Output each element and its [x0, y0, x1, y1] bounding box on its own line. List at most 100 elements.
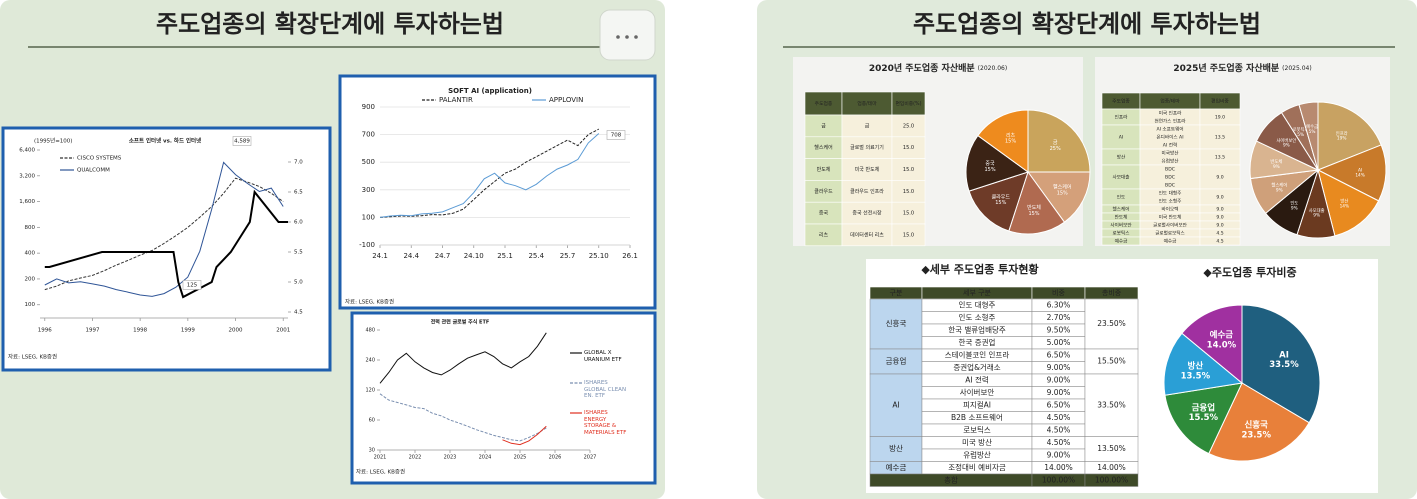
table-text: 인도 소형주: [959, 312, 996, 322]
legend-box: GLOBAL X URANIUM ETF: [584, 350, 622, 363]
allocation-title: 2020년 주도업종 자산배분 (2020.06): [869, 62, 1007, 74]
chart-note: (1995년=100): [34, 137, 72, 145]
table-text: B2B 소프트웨어: [951, 412, 1003, 422]
allocation-title-main: 2020년 주도업종 자산배분: [869, 62, 975, 74]
x-tick-label: 2021: [374, 455, 387, 461]
pie-label-value: 19%: [1337, 135, 1347, 141]
table-text: 글로벌 의료기기: [850, 144, 884, 151]
table-text: 유럽방산: [963, 449, 991, 459]
table-header: 편입비중: [1211, 98, 1229, 105]
table-text: 4.50%: [1047, 413, 1071, 422]
pie-label: 로봇틱스 5%: [1293, 126, 1309, 138]
legend-label: GLOBAL X URANIUM ETF: [584, 350, 622, 363]
pie-label: 신흥국 23.5%: [1241, 419, 1271, 440]
y2-tick-label: 6.5: [294, 190, 303, 196]
pie-label-name: 인프라: [1336, 129, 1348, 136]
pie-slice: [1164, 382, 1243, 455]
annotation-box: [182, 280, 202, 290]
allocation-title-date: (2020.06): [978, 65, 1008, 72]
table-text: 헬스케어: [814, 144, 832, 151]
x-tick-label: 26.1: [622, 252, 638, 260]
group-name: 예수금: [886, 462, 907, 472]
table-text: 4.50%: [1047, 438, 1071, 447]
x-tick-label: 2025: [514, 455, 527, 461]
allocation-title-main: 2025년 주도업종 자산배분: [1173, 62, 1279, 74]
table-text: 사이버보안: [1110, 222, 1132, 229]
pie-label-value: 15.5%: [1189, 413, 1219, 423]
table-cell: [891, 223, 926, 247]
pie-label: AI 14%: [1355, 167, 1365, 178]
pie-slice: [977, 109, 1029, 173]
table-text: 천연가스 인프라: [1154, 118, 1186, 125]
pie-label-value: 15%: [1057, 190, 1068, 196]
table-text: 4.5: [1216, 231, 1223, 237]
pie-label: 금 25%: [1050, 140, 1061, 152]
pie-label-name: 중국: [985, 161, 995, 167]
x-tick-label: 2023: [444, 455, 457, 461]
table-text: 13.5: [1215, 135, 1225, 141]
table-text: 금: [821, 123, 826, 129]
pie-slice: [1163, 332, 1244, 396]
y2-tick-label: 5.5: [294, 250, 303, 256]
total-cell: [1084, 436, 1139, 462]
table-header: 총비중: [1102, 288, 1122, 297]
table-text: 클라우드 인프라: [850, 188, 884, 195]
table-cell: [1139, 124, 1201, 150]
table-text: 데이터센터 리츠: [850, 231, 884, 238]
x-tick-label: 25.1: [497, 252, 513, 260]
pie-slice: [1316, 144, 1387, 202]
table-text: 반도체: [817, 166, 831, 173]
pie-label-value: 5%: [1309, 128, 1316, 134]
table-text: AI 전력: [1163, 142, 1177, 149]
pie-label-value: 14%: [1355, 172, 1365, 178]
pie-label: 반도체 9%: [1270, 158, 1282, 170]
menu-button-bg[interactable]: [599, 9, 656, 61]
menu-button[interactable]: [599, 9, 656, 61]
table-text: 미국 반도체: [855, 166, 880, 173]
chart-source: 자료: LSEG, KB증권: [8, 353, 57, 361]
table-text: 9.0: [1216, 223, 1223, 229]
pie-label-value: 9%: [1283, 142, 1290, 148]
table-text: 19.0: [1215, 115, 1225, 121]
table-text: 9.00%: [1047, 375, 1071, 384]
annotation-box: [232, 136, 252, 146]
pie-label-value: 14.0%: [1207, 340, 1237, 350]
table-text: 미국 방산: [962, 437, 992, 447]
y-tick-label: 100: [362, 213, 375, 221]
footer-text: 총합: [944, 475, 958, 484]
x-tick-label: 2022: [409, 455, 422, 461]
pie-label: 인프라 19%: [1336, 129, 1348, 141]
total-cell: [1084, 373, 1139, 437]
group-name: AI: [892, 400, 899, 409]
series-line: [379, 133, 600, 218]
x-tick-label: 1996: [38, 328, 52, 334]
pie-slice: [1317, 101, 1382, 171]
table-header: 주도업종: [1112, 98, 1130, 105]
legend-label: QUALCOMM: [77, 168, 110, 174]
table-text: 글로벌사이버보안: [1153, 222, 1188, 229]
table-text: 25.0: [903, 123, 914, 129]
table-text: 미국 반도체: [1159, 214, 1182, 221]
table-text: 한국 밸류업배당주: [948, 324, 1006, 334]
y-tick-label: 500: [362, 158, 375, 166]
pie-label-value: 25%: [1050, 145, 1061, 151]
group-name: 금융업: [886, 357, 907, 366]
series-line: [379, 128, 600, 218]
x-tick-label: 24.1: [372, 252, 388, 260]
pie-label-name: 헬스케어: [1271, 181, 1287, 188]
group-total: 33.50%: [1097, 400, 1126, 409]
total-cell: [1084, 348, 1139, 375]
pie-label: 사이버보안 9%: [1276, 136, 1296, 148]
pie-slice: [1027, 171, 1091, 223]
x-tick-label: 24.4: [403, 252, 419, 260]
total-cell: [1084, 298, 1139, 350]
table-header: 편입비중(%): [896, 100, 922, 107]
table-text: 온디바이스 AI: [1156, 134, 1183, 141]
pie-label-value: 15%: [995, 200, 1006, 206]
chart-frame: [350, 311, 657, 485]
x-tick-label: 2024: [479, 455, 492, 461]
pie-label: 방산 14%: [1340, 197, 1350, 209]
y-tick-label: 700: [362, 131, 375, 139]
menu-dot: [616, 35, 620, 39]
